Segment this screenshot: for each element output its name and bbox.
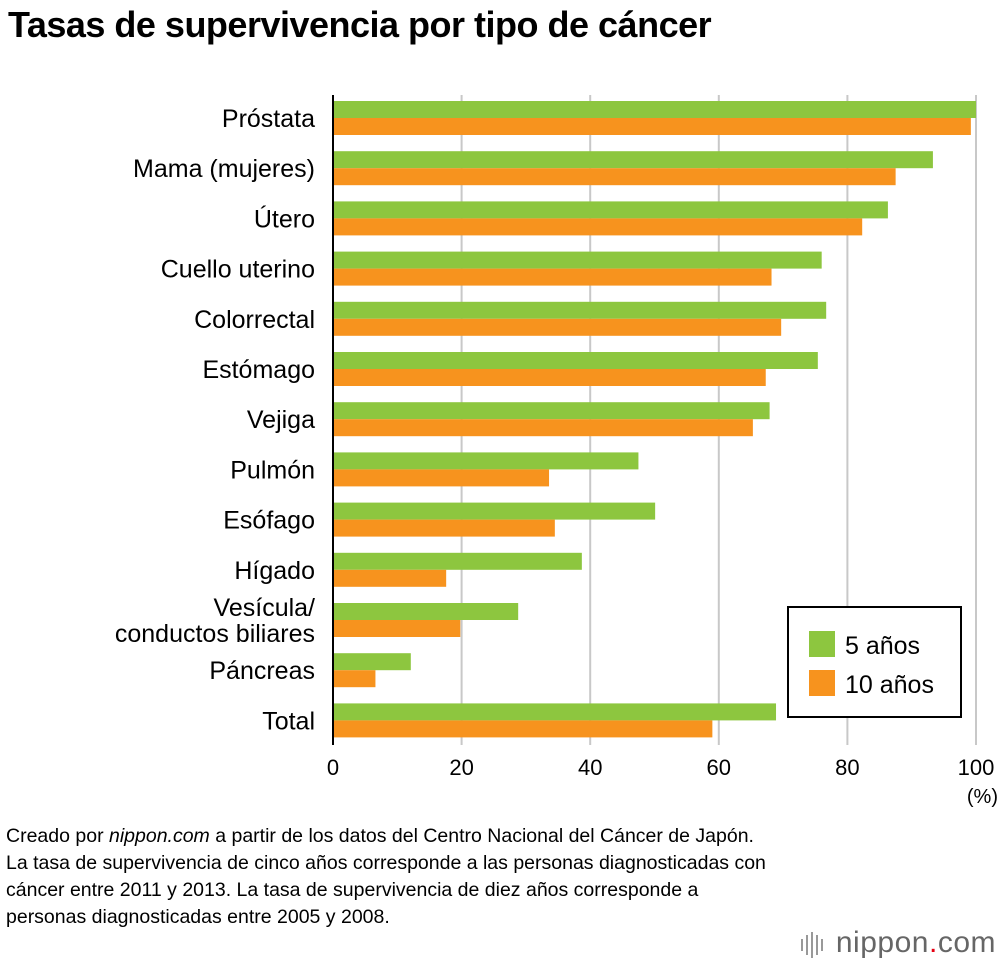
source-note: Creado por nippon.com a partir de los da… [6,823,766,931]
bar-chart: Próstata Mama (mujeres) Útero Cuello uterin… [115,95,998,808]
x-unit-label: (%) [967,786,998,808]
legend: 5 años 10 años [787,606,962,718]
logo-dot: . [928,926,938,959]
category-label: conductos biliares [115,620,315,648]
bar-5-anos [333,452,639,470]
bar-5-anos [333,352,818,369]
bar-10-anos [333,620,461,637]
legend-box [787,606,962,718]
bar-5-anos [333,402,770,420]
bar-5-anos [333,703,777,721]
category-label: Mama (mujeres) [133,155,315,183]
category-labels: Próstata Mama (mujeres) Útero Cuello uterin… [115,105,315,735]
category-label: Colorrectal [194,306,315,334]
bar-10-anos [333,218,863,236]
x-tick-label: 40 [578,755,602,780]
category-label: Vesícula/ [214,594,316,622]
bar-5-anos [333,151,933,169]
x-tick-label: 80 [835,755,859,780]
category-label: Útero [254,204,315,233]
legend-swatch-5-anos [809,631,835,657]
bar-10-anos [333,419,753,437]
x-tick-label: 20 [449,755,473,780]
bar-5-anos [333,101,976,118]
category-label: Páncreas [209,657,315,685]
bar-10-anos [333,369,766,386]
note-text: a partir de los datos del Centro Naciona… [6,825,766,928]
bar-10-anos [333,469,550,487]
nippon-logo[interactable]: nippon.com [800,926,996,961]
category-label: Estómago [202,356,315,384]
category-label: Cuello uterino [161,256,315,284]
x-tick-labels: 0 20 40 60 80 100 [327,755,994,780]
legend-label-5-anos: 5 años [845,632,920,660]
category-label: Esófago [223,507,315,535]
bar-10-anos [333,720,713,738]
logo-tld: com [937,926,996,959]
x-tick-label: 0 [327,755,339,780]
bar-5-anos [333,603,519,620]
bar-5-anos [333,301,827,319]
bar-5-anos [333,552,582,570]
legend-label-10-anos: 10 años [845,671,934,699]
bar-10-anos [333,670,376,688]
bar-10-anos [333,318,782,336]
note-source-link[interactable]: nippon.com [108,825,210,847]
bar-10-anos [333,268,772,286]
note-prefix: Creado por [6,825,109,847]
x-tick-label: 60 [707,755,731,780]
category-label: Total [262,707,315,735]
legend-swatch-10-anos [809,670,835,696]
bar-10-anos [333,519,555,537]
bar-5-anos [333,251,822,269]
bar-5-anos [333,653,411,671]
category-label: Vejiga [247,406,315,434]
x-tick-label: 100 [958,755,995,780]
bar-10-anos [333,569,447,587]
bars [333,101,976,738]
bar-5-anos [333,201,888,219]
bar-10-anos [333,118,971,135]
bar-5-anos [333,502,656,520]
category-label: Próstata [222,105,315,133]
logo-name: nippon [835,926,929,959]
logo-bars-icon [800,927,826,961]
chart-title: Tasas de supervivencia por tipo de cánce… [8,4,712,45]
category-label: Pulmón [230,456,315,484]
bar-10-anos [333,168,896,186]
category-label: Hígado [234,557,315,585]
